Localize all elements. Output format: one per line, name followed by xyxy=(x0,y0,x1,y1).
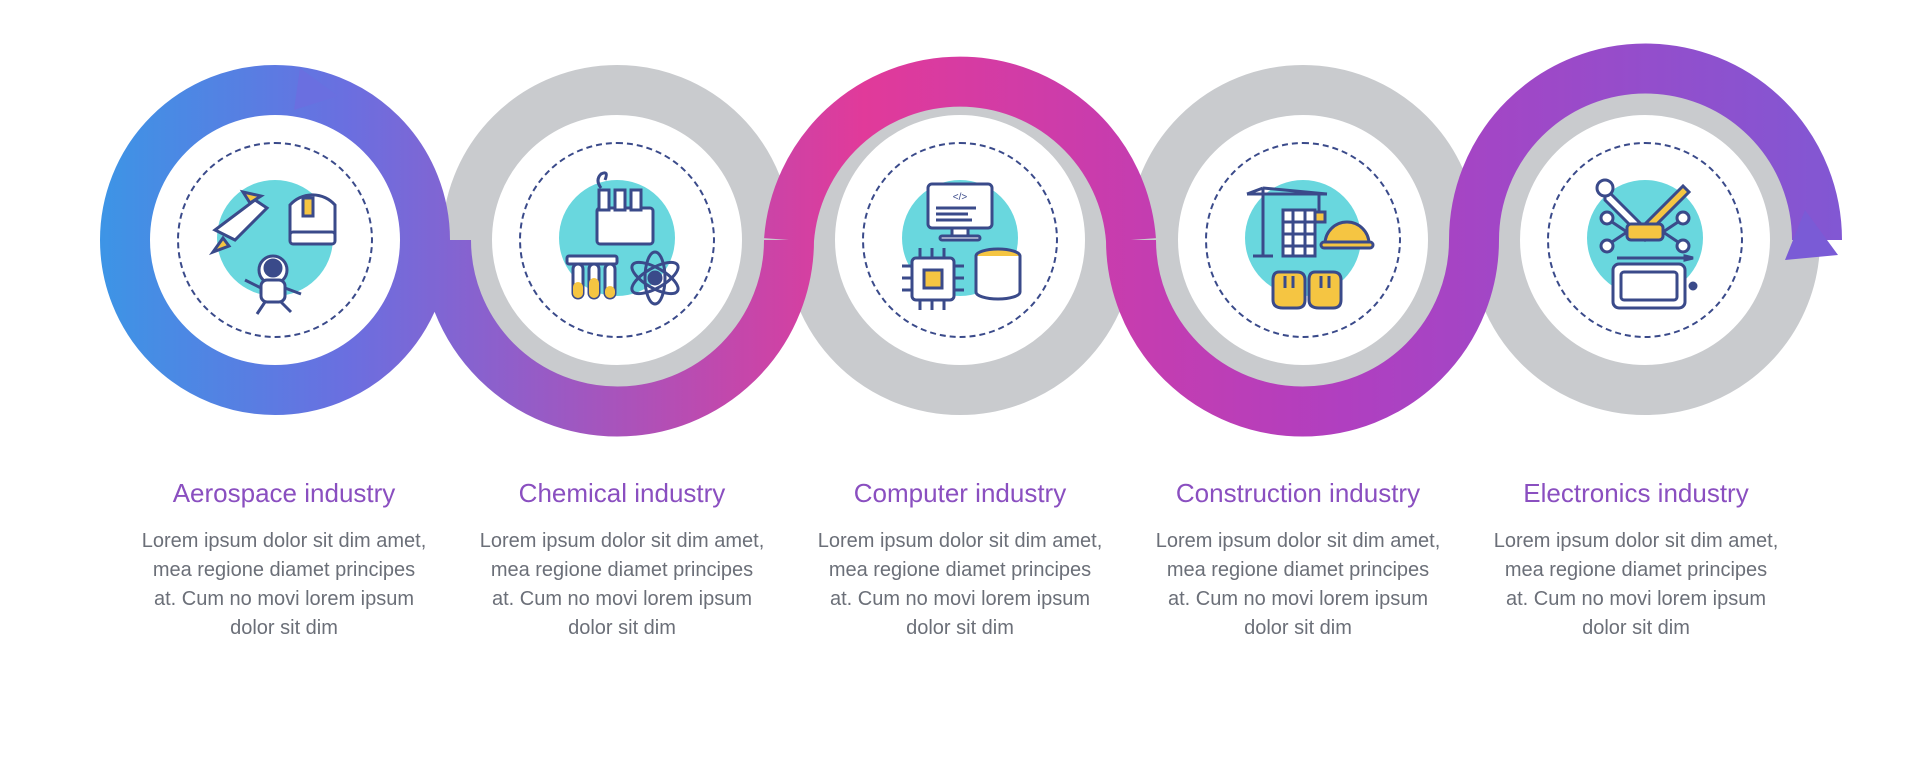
node-construction xyxy=(1188,125,1418,355)
caption-title: Construction industry xyxy=(1153,478,1443,509)
dashed-circle xyxy=(177,142,373,338)
computer-icon: </> xyxy=(880,160,1040,320)
caption-electronics: Electronics industry Lorem ipsum dolor s… xyxy=(1491,478,1781,643)
caption-title: Computer industry xyxy=(815,478,1105,509)
dashed-circle xyxy=(519,142,715,338)
aerospace-icon xyxy=(195,160,355,320)
chemical-icon xyxy=(537,160,697,320)
caption-body: Lorem ipsum dolor sit dim amet, mea regi… xyxy=(815,527,1105,643)
caption-body: Lorem ipsum dolor sit dim amet, mea regi… xyxy=(1491,527,1781,643)
dashed-circle xyxy=(1547,142,1743,338)
node-aerospace xyxy=(160,125,390,355)
caption-aerospace: Aerospace industry Lorem ipsum dolor sit… xyxy=(139,478,429,643)
node-computer: </> xyxy=(845,125,1075,355)
node-electronics xyxy=(1530,125,1760,355)
caption-body: Lorem ipsum dolor sit dim amet, mea regi… xyxy=(477,527,767,643)
captions-row: Aerospace industry Lorem ipsum dolor sit… xyxy=(0,478,1920,643)
node-chemical xyxy=(502,125,732,355)
caption-chemical: Chemical industry Lorem ipsum dolor sit … xyxy=(477,478,767,643)
caption-construction: Construction industry Lorem ipsum dolor … xyxy=(1153,478,1443,643)
dashed-circle: </> xyxy=(862,142,1058,338)
caption-body: Lorem ipsum dolor sit dim amet, mea regi… xyxy=(139,527,429,643)
caption-title: Aerospace industry xyxy=(139,478,429,509)
svg-text:</>: </> xyxy=(953,192,968,203)
caption-title: Chemical industry xyxy=(477,478,767,509)
nodes-layer: </> xyxy=(0,0,1920,500)
construction-icon xyxy=(1223,160,1383,320)
caption-title: Electronics industry xyxy=(1491,478,1781,509)
caption-computer: Computer industry Lorem ipsum dolor sit … xyxy=(815,478,1105,643)
electronics-icon xyxy=(1565,160,1725,320)
infographic-stage: </> xyxy=(0,0,1920,757)
caption-body: Lorem ipsum dolor sit dim amet, mea regi… xyxy=(1153,527,1443,643)
dashed-circle xyxy=(1205,142,1401,338)
